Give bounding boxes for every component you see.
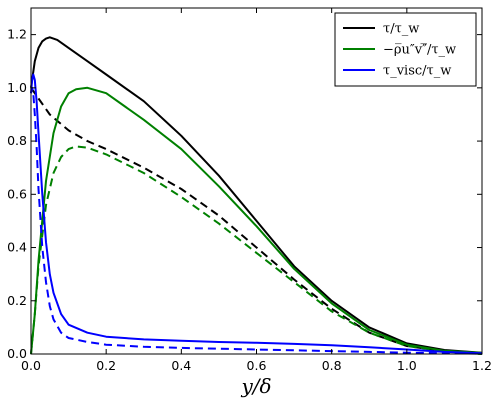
x-tick-label: 0.6 — [247, 358, 267, 373]
legend-label: τ/τ_w — [383, 22, 419, 37]
series-line-4 — [30, 145, 483, 355]
legend-label: −ρ̅u″v″̅/τ_w — [383, 43, 456, 58]
y-tick-label: 0.6 — [7, 186, 27, 201]
y-tick-label: 1.2 — [7, 27, 27, 42]
legend: τ/τ_w −ρ̅u″v″̅/τ_w τ_visc/τ_w — [334, 12, 477, 87]
series-line-3 — [30, 86, 483, 355]
ticks-layer: 0.0 0.2 0.4 0.6 0.8 1.0 1.2 0.0 0.2 0.4 0.6 0.8 1.0 1… — [7, 8, 492, 373]
y-tick-label: 0.0 — [7, 346, 27, 361]
x-tick-label: 0.8 — [322, 358, 342, 373]
x-tick-label: 1.2 — [472, 358, 492, 373]
y-tick-label: 1.0 — [7, 80, 27, 95]
x-tick-label: 1.0 — [397, 358, 417, 373]
x-tick-label: 0.2 — [96, 358, 116, 373]
x-axis-title: y/δ — [240, 374, 271, 398]
y-tick-label: 0.8 — [7, 133, 27, 148]
y-tick-label: 0.2 — [7, 293, 27, 308]
series-line-5 — [30, 73, 483, 355]
series-line-1 — [30, 36, 483, 354]
x-tick-label: 0.4 — [171, 358, 191, 373]
y-tick-label: 0.4 — [7, 240, 27, 255]
series-line-6 — [30, 86, 483, 355]
x-tick-label: 0.0 — [21, 358, 41, 373]
legend-label: τ_visc/τ_w — [383, 64, 451, 79]
series-line-2 — [30, 87, 483, 355]
series-layer — [30, 36, 483, 355]
